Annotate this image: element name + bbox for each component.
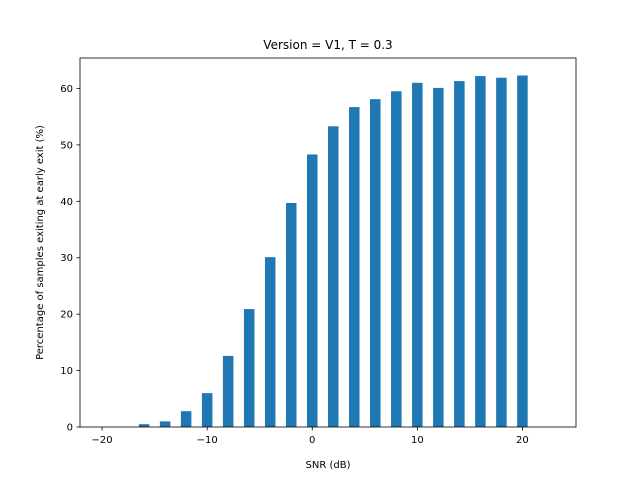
y-tick-label: 0 xyxy=(67,423,73,434)
bar xyxy=(454,81,465,427)
plot-frame xyxy=(79,57,577,428)
bar xyxy=(370,99,381,427)
bar xyxy=(222,355,234,427)
bar xyxy=(328,126,339,428)
y-ticks: 0 10 20 30 40 50 60 xyxy=(60,84,80,434)
x-tick-label: 10 xyxy=(411,435,424,446)
y-tick-label: 20 xyxy=(60,310,73,321)
bar xyxy=(264,257,276,427)
chart-title: Version = V1, T = 0.3 xyxy=(263,38,392,52)
y-tick-label: 60 xyxy=(60,84,73,95)
y-tick-label: 10 xyxy=(60,366,73,377)
bar xyxy=(159,421,171,427)
x-tick-label: −10 xyxy=(197,435,218,446)
bar xyxy=(433,87,444,428)
bar xyxy=(391,91,402,427)
bar xyxy=(517,75,528,428)
y-tick-label: 50 xyxy=(60,140,73,151)
bar xyxy=(201,393,213,427)
bar xyxy=(349,107,360,427)
x-ticks: −20 −10 0 10 20 xyxy=(92,427,529,446)
x-tick-label: −20 xyxy=(92,435,113,446)
x-tick-label: 20 xyxy=(516,435,529,446)
x-tick-label: 0 xyxy=(309,435,315,446)
bar xyxy=(285,203,297,427)
y-tick-label: 30 xyxy=(60,253,73,264)
x-axis-label: SNR (dB) xyxy=(306,460,351,471)
bar xyxy=(138,424,150,427)
bar xyxy=(496,77,507,427)
bar xyxy=(306,154,318,428)
bar xyxy=(180,411,192,427)
y-tick-label: 40 xyxy=(60,197,73,208)
bars-group xyxy=(138,75,528,428)
bar xyxy=(243,309,255,427)
y-axis-label: Percentage of samples exiting at early e… xyxy=(35,125,46,360)
bar xyxy=(475,76,486,427)
bar xyxy=(412,82,423,427)
